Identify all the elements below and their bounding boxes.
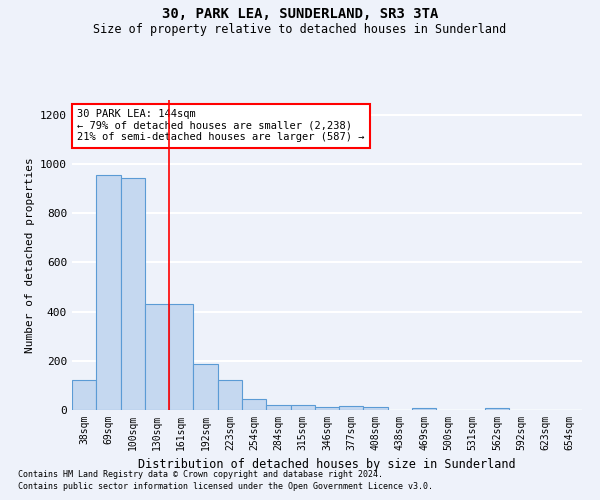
Bar — [193, 364, 218, 410]
Text: 30 PARK LEA: 144sqm
← 79% of detached houses are smaller (2,238)
21% of semi-det: 30 PARK LEA: 144sqm ← 79% of detached ho… — [77, 110, 365, 142]
Bar — [121, 178, 145, 410]
Bar — [169, 304, 193, 410]
Bar — [290, 405, 315, 410]
Bar — [72, 380, 96, 410]
Bar — [145, 304, 169, 410]
Bar — [218, 380, 242, 410]
X-axis label: Distribution of detached houses by size in Sunderland: Distribution of detached houses by size … — [138, 458, 516, 471]
Bar — [364, 407, 388, 410]
Bar — [412, 408, 436, 410]
Bar — [339, 406, 364, 410]
Bar — [266, 405, 290, 410]
Bar — [242, 399, 266, 410]
Text: Contains HM Land Registry data © Crown copyright and database right 2024.: Contains HM Land Registry data © Crown c… — [18, 470, 383, 479]
Bar — [485, 408, 509, 410]
Bar — [315, 407, 339, 410]
Bar — [96, 175, 121, 410]
Text: 30, PARK LEA, SUNDERLAND, SR3 3TA: 30, PARK LEA, SUNDERLAND, SR3 3TA — [162, 8, 438, 22]
Text: Size of property relative to detached houses in Sunderland: Size of property relative to detached ho… — [94, 22, 506, 36]
Y-axis label: Number of detached properties: Number of detached properties — [25, 157, 35, 353]
Text: Contains public sector information licensed under the Open Government Licence v3: Contains public sector information licen… — [18, 482, 433, 491]
